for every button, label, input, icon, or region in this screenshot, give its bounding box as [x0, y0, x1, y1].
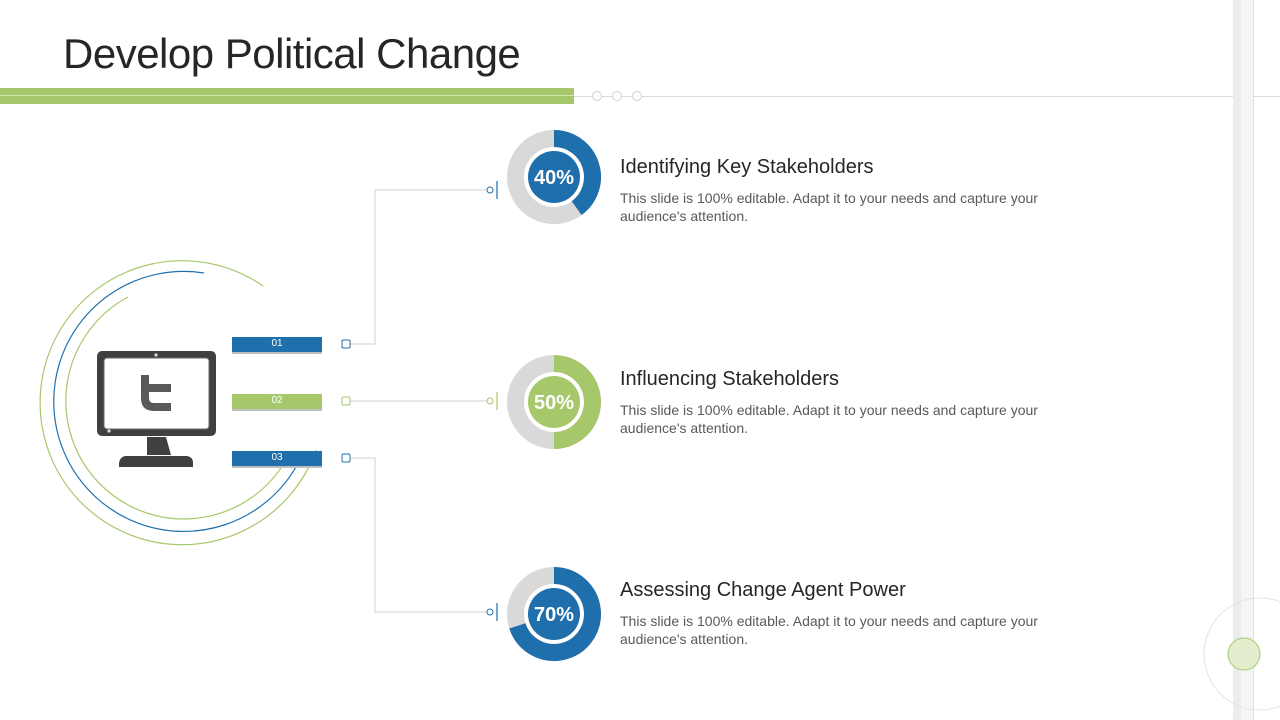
decor-dot: [612, 91, 622, 101]
donut-percent-label-1: 40%: [534, 167, 574, 189]
donut-percent-label-3: 70%: [534, 604, 574, 626]
connector-03: [350, 457, 490, 613]
connector-ends: [341, 181, 498, 621]
title-rule: [574, 96, 1280, 97]
item-desc-2: This slide is 100% editable. Adapt it to…: [620, 402, 1038, 436]
title-accent-bar: [0, 88, 574, 104]
side-stripe: [1241, 0, 1253, 720]
side-stripe: [1233, 0, 1241, 720]
middle-blue-arc: [53, 270, 297, 532]
donut-percent-label-2: 50%: [534, 392, 574, 414]
donut-center-1: [528, 151, 580, 203]
item-title-3: Assessing Change Agent Power: [620, 579, 906, 601]
donut-value-arc-1: [553, 130, 601, 216]
item-desc-1: This slide is 100% editable. Adapt it to…: [620, 190, 1038, 224]
tag-01: 01: [232, 337, 322, 354]
donut-center-2: [528, 376, 580, 428]
connectors: [350, 189, 490, 613]
outer-green-arc: [39, 260, 317, 546]
tag-03: 03: [232, 451, 322, 468]
page-title: Develop Political Change: [63, 30, 521, 77]
donut-center-3: [528, 588, 580, 640]
corner-circle-fill: [1227, 637, 1261, 671]
twitter-monitor-icon: [97, 351, 216, 467]
corner-circle-outline: [1203, 597, 1280, 711]
donut-value-arc-3: [509, 567, 601, 661]
donut-group: 40% 50% 70%: [507, 130, 601, 661]
item-desc-3: This slide is 100% editable. Adapt it to…: [620, 613, 1038, 647]
decor-dot: [592, 91, 602, 101]
donut-value-arc-2: [553, 355, 601, 449]
item-title-1: Identifying Key Stakeholders: [620, 156, 874, 178]
inner-green-arc: [65, 296, 287, 520]
decor-dot: [632, 91, 642, 101]
tag-02: 02: [232, 394, 322, 411]
side-stripe: [1253, 0, 1254, 720]
connector-01: [350, 189, 490, 345]
item-title-2: Influencing Stakeholders: [620, 368, 840, 390]
